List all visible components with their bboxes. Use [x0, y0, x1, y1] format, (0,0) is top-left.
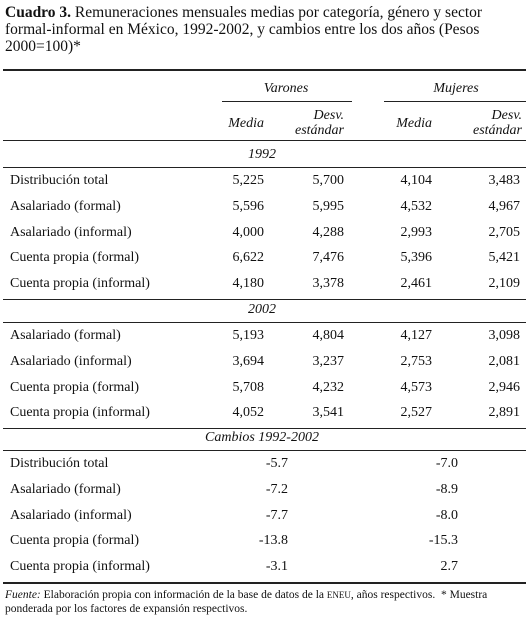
- cell: -8.9: [435, 481, 458, 497]
- cell: 2,753: [400, 353, 433, 369]
- cell: -13.8: [258, 533, 288, 549]
- rule: [3, 322, 526, 323]
- cell: 3,098: [488, 328, 521, 343]
- rule: [384, 101, 526, 102]
- cell: 2,527: [400, 405, 433, 421]
- subheader: Media: [396, 116, 432, 131]
- row-label: Cuenta propia (formal): [10, 250, 140, 266]
- row-label: Cuenta propia (informal): [10, 405, 150, 421]
- cell: -8.0: [435, 507, 458, 523]
- cell: 3,541: [312, 405, 345, 421]
- cell: 3,237: [312, 353, 345, 369]
- cell: -15.3: [428, 533, 458, 549]
- title: Cuadro 3. Remuneraciones mensuales media…: [5, 4, 520, 55]
- footnote: Fuente: Elaboración propia con informaci…: [5, 588, 523, 616]
- cell: 3,694: [232, 353, 265, 369]
- rule: [3, 167, 526, 168]
- row-label: Asalariado (formal): [10, 198, 121, 214]
- cell: -7.2: [265, 481, 288, 497]
- cell: 5,708: [232, 379, 265, 395]
- cell: -3.1: [265, 559, 288, 575]
- footnote-label: Fuente:: [5, 589, 41, 601]
- rule: [3, 140, 526, 141]
- footnote-text: Elaboración propia con información de la…: [43, 589, 325, 601]
- section-label: Cambios 1992-2002: [205, 430, 319, 445]
- rule: [3, 582, 526, 584]
- cell: 3,378: [312, 276, 345, 292]
- section-label: 2002: [248, 302, 276, 317]
- cell: 6,622: [232, 250, 265, 266]
- cell: 4,000: [232, 224, 265, 240]
- cell: 4,232: [312, 379, 345, 395]
- cell: 4,967: [488, 198, 521, 214]
- cell: 3,483: [488, 173, 521, 188]
- title-text: Remuneraciones mensuales medias por cate…: [5, 4, 483, 55]
- cell: 2.7: [440, 559, 459, 575]
- row-label: Cuenta propia (informal): [10, 559, 150, 575]
- cell: 5,193: [232, 328, 265, 343]
- cell: 2,993: [400, 224, 433, 240]
- cell: 2,705: [488, 224, 521, 240]
- row-label: Cuenta propia (formal): [10, 533, 140, 549]
- cell: 2,081: [488, 353, 521, 369]
- footnote-acronym: ENEU: [326, 590, 351, 600]
- rule: [3, 69, 526, 71]
- cell: -5.7: [265, 456, 288, 471]
- cell: 7,476: [312, 250, 345, 266]
- row-label: Asalariado (informal): [10, 224, 132, 240]
- cell: 4,052: [232, 405, 265, 421]
- cell: 2,946: [488, 379, 521, 395]
- cell: 4,532: [400, 198, 433, 214]
- cell: 5,995: [312, 198, 345, 214]
- row-label: Cuenta propia (informal): [10, 276, 150, 292]
- row-label: Cuenta propia (formal): [10, 379, 140, 395]
- cell: 5,700: [312, 173, 345, 188]
- footnote-rest: , años respectivos.: [350, 589, 436, 601]
- rule: [3, 299, 526, 300]
- cell: -7.7: [265, 507, 288, 523]
- row-label: Asalariado (informal): [10, 507, 132, 523]
- footnote-note: * Muestra ponderada por los factores de …: [5, 589, 488, 615]
- cell: 4,127: [400, 328, 433, 343]
- cell: 5,596: [232, 198, 265, 214]
- group-header: Varones: [263, 81, 309, 96]
- cell: 2,109: [488, 276, 521, 292]
- cell: 4,288: [312, 224, 345, 240]
- row-label: Asalariado (informal): [10, 353, 132, 369]
- row-label: Asalariado (formal): [10, 481, 121, 497]
- cell: 4,573: [400, 379, 433, 395]
- title-label: Cuadro 3.: [5, 4, 72, 21]
- rule: [222, 101, 352, 102]
- cell: 4,804: [312, 328, 345, 343]
- cell: 5,225: [232, 173, 265, 188]
- cell: 4,180: [232, 276, 265, 292]
- subheader: Desv. estándar: [295, 108, 344, 138]
- cell: 4,104: [400, 173, 433, 188]
- row-label: Distribución total: [10, 173, 109, 188]
- row-label: Distribución total: [10, 456, 109, 471]
- subheader: Media: [228, 116, 264, 131]
- cell: 2,891: [488, 405, 521, 421]
- cell: -7.0: [435, 456, 458, 471]
- cell: 2,461: [400, 276, 433, 292]
- subheader: Desv. estándar: [473, 108, 522, 138]
- group-header: Mujeres: [433, 81, 479, 96]
- section-label: 1992: [248, 147, 276, 162]
- row-label: Asalariado (formal): [10, 328, 121, 343]
- rule: [3, 428, 526, 430]
- cell: 5,396: [400, 250, 433, 266]
- rule: [3, 450, 526, 451]
- cell: 5,421: [488, 250, 521, 266]
